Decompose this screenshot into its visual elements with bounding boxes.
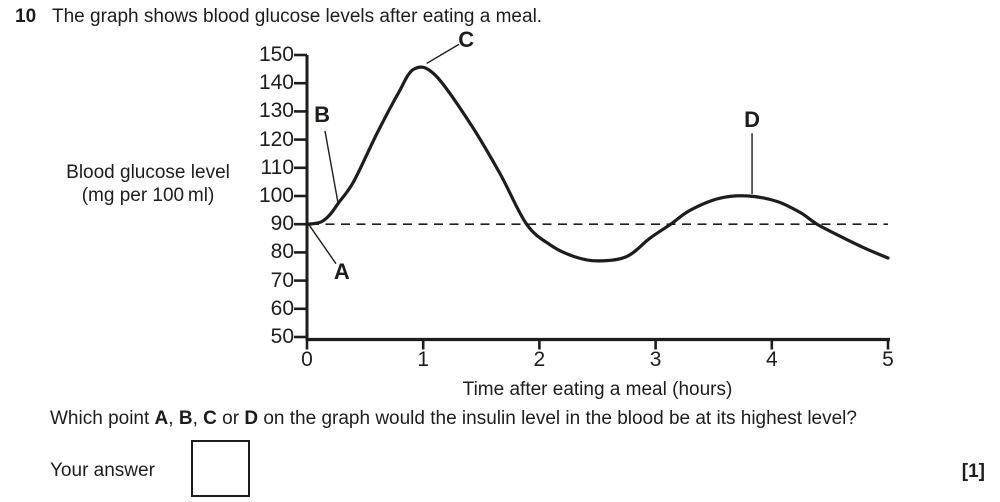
question-part: Which point [50,408,155,429]
your-answer-label: Your answer [50,460,155,481]
x-axis-title: Time after eating a meal (hours) [462,379,733,400]
y-tick-label: 80 [270,240,294,264]
question-intro-text: The graph shows blood glucose levels aft… [52,6,543,27]
answer-box[interactable] [191,440,250,497]
x-tick-label: 5 [882,348,894,371]
point-b-ref: B [178,408,193,429]
y-tick-label: 70 [270,268,294,292]
point-c-ref: C [203,408,217,429]
point-label-d: D [744,106,760,132]
point-d-ref: D [244,408,259,429]
x-tick-label: 3 [649,348,662,371]
y-tick-label: 100 [258,184,294,207]
point-label-a: A [333,259,350,285]
y-axis-title-line1: Blood glucose level [66,162,230,183]
x-tick-label: 0 [301,348,313,371]
label-a-leader [308,224,337,265]
label-c-leader [426,43,460,65]
y-tick-label: 60 [270,296,294,320]
x-tick-label: 2 [533,348,546,371]
x-tick-label: 1 [417,348,430,371]
question-part: on the graph would the insulin level in … [258,408,857,429]
question-number: 10 [15,6,37,27]
label-b-leader [324,130,339,204]
point-label-b: B [314,102,331,128]
y-tick-label: 140 [258,71,294,95]
x-tick-label: 4 [765,348,778,371]
y-tick-label: 130 [258,99,294,123]
y-tick-label: 110 [260,155,294,179]
y-axis-title-line2: (mg per 100 ml) [81,185,215,206]
glucose-curve [305,65,890,263]
question-part: or [216,408,245,429]
question-part: , [168,408,179,429]
y-tick-label: 120 [258,127,294,151]
y-tick-label: 90 [270,212,294,236]
question-text: Which point A, B, C or D on the graph wo… [50,407,990,430]
y-axis-title: Blood glucose level (mg per 100 ml) [40,161,256,207]
y-tick-label: 50 [270,325,294,348]
point-a-ref: A [154,408,169,429]
point-label-c: C [458,27,475,53]
question-part: , [192,408,204,429]
marks-badge: [1] [961,461,985,482]
y-tick-label: 150 [258,43,294,66]
